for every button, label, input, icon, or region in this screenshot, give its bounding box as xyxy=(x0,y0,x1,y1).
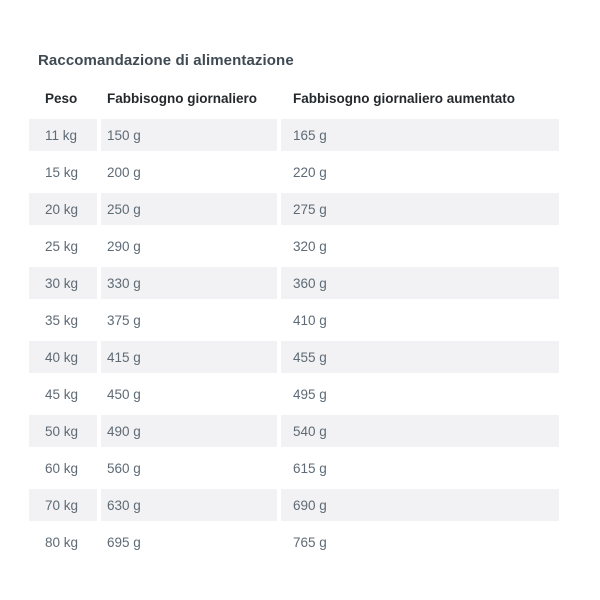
increased-requirement-cell: 275 g xyxy=(281,193,559,225)
table-row: 11 kg 150 g 165 g xyxy=(29,119,559,151)
peso-cell: 11 kg xyxy=(29,119,97,151)
increased-requirement-cell: 495 g xyxy=(293,386,327,402)
table-row: 15 kg 200 g 220 g xyxy=(29,156,559,188)
table-row: 30 kg 330 g 360 g xyxy=(29,267,559,299)
daily-requirement-cell: 560 g xyxy=(107,460,141,476)
peso-cell: 30 kg xyxy=(29,267,97,299)
table-row: 45 kg 450 g 495 g xyxy=(29,378,559,410)
table-row: 25 kg 290 g 320 g xyxy=(29,230,559,262)
table-row: 50 kg 490 g 540 g xyxy=(29,415,559,447)
daily-requirement-cell: 200 g xyxy=(107,164,141,180)
daily-requirement-cell: 150 g xyxy=(101,119,277,151)
feeding-table: Peso Fabbisogno giornaliero Fabbisogno g… xyxy=(25,78,563,563)
daily-requirement-cell: 330 g xyxy=(101,267,277,299)
increased-requirement-cell: 320 g xyxy=(293,238,327,254)
table-row: 80 kg 695 g 765 g xyxy=(29,526,559,558)
header-row: Peso Fabbisogno giornaliero Fabbisogno g… xyxy=(29,83,559,114)
increased-requirement-cell: 540 g xyxy=(281,415,559,447)
peso-cell: 25 kg xyxy=(45,238,79,254)
table-row: 40 kg 415 g 455 g xyxy=(29,341,559,373)
section-title: Raccomandazione di alimentazione xyxy=(38,52,294,69)
column-header-daily-requirement: Fabbisogno giornaliero xyxy=(101,83,277,114)
peso-cell: 50 kg xyxy=(29,415,97,447)
feeding-table-header: Peso Fabbisogno giornaliero Fabbisogno g… xyxy=(29,83,559,114)
feeding-table-body: 11 kg 150 g 165 g 15 kg 200 g 220 g 20 kg 250 g… xyxy=(29,119,559,558)
column-header-increased-requirement: Fabbisogno giornaliero aumentato xyxy=(281,83,559,114)
daily-requirement-cell: 415 g xyxy=(101,341,277,373)
peso-cell: 80 kg xyxy=(45,534,79,550)
table-row: 70 kg 630 g 690 g xyxy=(29,489,559,521)
increased-requirement-cell: 765 g xyxy=(293,534,327,550)
column-header-peso: Peso xyxy=(29,83,97,114)
daily-requirement-cell: 375 g xyxy=(107,312,141,328)
peso-cell: 70 kg xyxy=(29,489,97,521)
increased-requirement-cell: 410 g xyxy=(293,312,327,328)
increased-requirement-cell: 220 g xyxy=(293,164,327,180)
daily-requirement-cell: 490 g xyxy=(101,415,277,447)
peso-cell: 35 kg xyxy=(45,312,79,328)
daily-requirement-cell: 290 g xyxy=(107,238,141,254)
peso-cell: 15 kg xyxy=(45,164,79,180)
peso-cell: 60 kg xyxy=(45,460,79,476)
daily-requirement-cell: 630 g xyxy=(101,489,277,521)
peso-cell: 20 kg xyxy=(29,193,97,225)
table-row: 35 kg 375 g 410 g xyxy=(29,304,559,336)
peso-cell: 45 kg xyxy=(45,386,79,402)
increased-requirement-cell: 360 g xyxy=(281,267,559,299)
table-row: 20 kg 250 g 275 g xyxy=(29,193,559,225)
daily-requirement-cell: 695 g xyxy=(107,534,141,550)
daily-requirement-cell: 450 g xyxy=(107,386,141,402)
feeding-recommendation-section: Raccomandazione di alimentazione Peso Fa… xyxy=(25,52,563,563)
peso-cell: 40 kg xyxy=(29,341,97,373)
increased-requirement-cell: 165 g xyxy=(281,119,559,151)
daily-requirement-cell: 250 g xyxy=(101,193,277,225)
increased-requirement-cell: 455 g xyxy=(281,341,559,373)
table-row: 60 kg 560 g 615 g xyxy=(29,452,559,484)
increased-requirement-cell: 615 g xyxy=(293,460,327,476)
increased-requirement-cell: 690 g xyxy=(281,489,559,521)
